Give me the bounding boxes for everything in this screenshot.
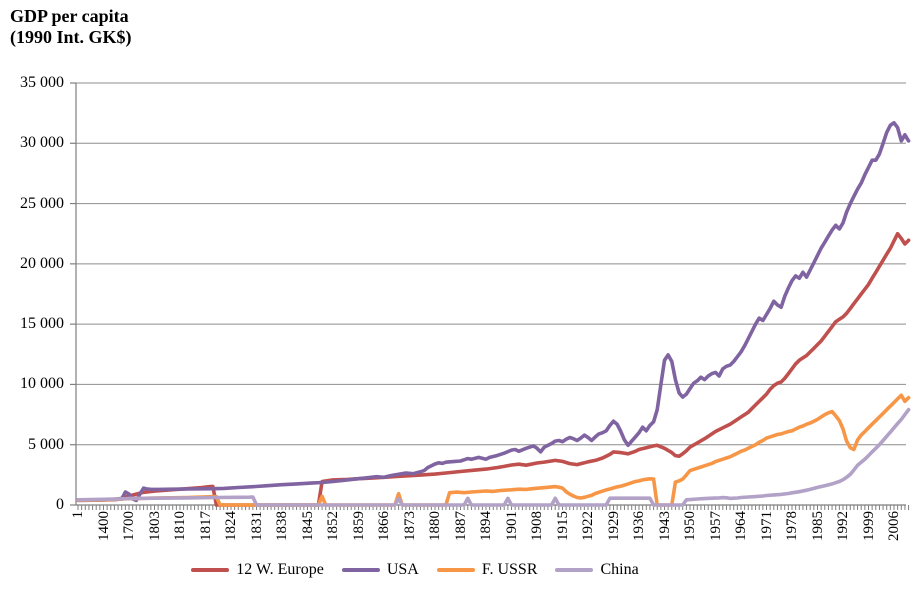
x-tick-label: 1838 [274, 511, 290, 541]
x-tick-label: 1887 [452, 511, 469, 541]
y-axis [70, 82, 77, 506]
legend-item-12-w-europe: 12 W. Europe [191, 561, 324, 579]
x-tick-label: 1866 [376, 511, 392, 541]
y-tick-label: 0 [56, 496, 64, 513]
x-tick-label: 1957 [707, 511, 724, 541]
legend-item-f-ussr: F. USSR [436, 561, 538, 579]
x-tick-label: 1971 [758, 511, 775, 541]
x-tick-label: 1936 [631, 511, 647, 541]
x-tick-label: 1824 [223, 511, 239, 541]
x-tick-label: 1985 [809, 511, 826, 541]
x-tick-label: 1700 [121, 511, 137, 541]
y-tick-label: 15 000 [20, 315, 64, 333]
legend-item-usa: USA [341, 561, 419, 579]
legend-label-usa: USA [386, 561, 419, 578]
legend: 12 W. Europe USA F. USSR China [0, 561, 872, 579]
y-tick-label: 35 000 [20, 74, 64, 91]
legend-swatch-f-ussr [436, 568, 475, 572]
legend-item-china: China [555, 561, 639, 579]
x-tick-label: 1803 [146, 511, 163, 541]
x-tick-label: 1999 [860, 511, 877, 541]
x-tick-label: 1810 [172, 511, 188, 541]
chart-title: GDP per capita (1990 Int. GK$) [10, 6, 132, 48]
legend-label-china: China [600, 561, 639, 578]
legend-swatch-usa [341, 568, 380, 572]
y-tick-label: 20 000 [20, 254, 64, 272]
legend-swatch-12-w-europe [191, 568, 230, 572]
series-line-12-w-europe [76, 231, 911, 507]
x-tick-label: 1 [70, 511, 86, 519]
x-tick-label: 1929 [605, 511, 622, 541]
x-tick-label: 1908 [529, 511, 545, 541]
x-tick-label: 1817 [197, 511, 214, 541]
legend-swatch-china [555, 568, 594, 572]
x-tick-label: 1922 [580, 511, 596, 541]
chart-title-line1: GDP per capita [10, 6, 129, 26]
y-tick-label: 5 000 [28, 435, 64, 453]
x-tick-label: 1880 [427, 511, 443, 541]
x-tick-label: 1845 [299, 511, 316, 541]
x-tick-label: 1943 [656, 511, 673, 541]
x-tick-label: 1852 [325, 511, 341, 541]
x-tick-label: 1964 [733, 511, 749, 541]
y-tick-label: 10 000 [20, 375, 64, 393]
series-line-china [76, 407, 911, 507]
series-line-usa [76, 121, 911, 503]
x-tick-label: 1901 [503, 511, 520, 541]
x-tick-label: 1915 [554, 511, 571, 541]
legend-label-12-w-europe: 12 W. Europe [236, 561, 324, 578]
y-tick-label: 25 000 [20, 194, 64, 212]
x-tick-label: 1992 [835, 511, 851, 541]
y-tick-label: 30 000 [20, 134, 64, 152]
x-tick-label: 1859 [350, 511, 367, 541]
chart-title-line2: (1990 Int. GK$) [10, 27, 132, 47]
x-tick-label: 1950 [682, 511, 698, 541]
x-tick-label: 1400 [95, 511, 112, 541]
x-tick-label: 1873 [401, 511, 418, 541]
series-line-f-ussr [76, 393, 911, 507]
x-tick-label: 1831 [248, 511, 265, 541]
x-tick-label: 2006 [886, 511, 902, 541]
x-tick-label: 1894 [478, 511, 494, 541]
x-tick-label: 1978 [784, 511, 800, 541]
gridlines [76, 82, 906, 446]
legend-label-f-ussr: F. USSR [481, 561, 538, 578]
